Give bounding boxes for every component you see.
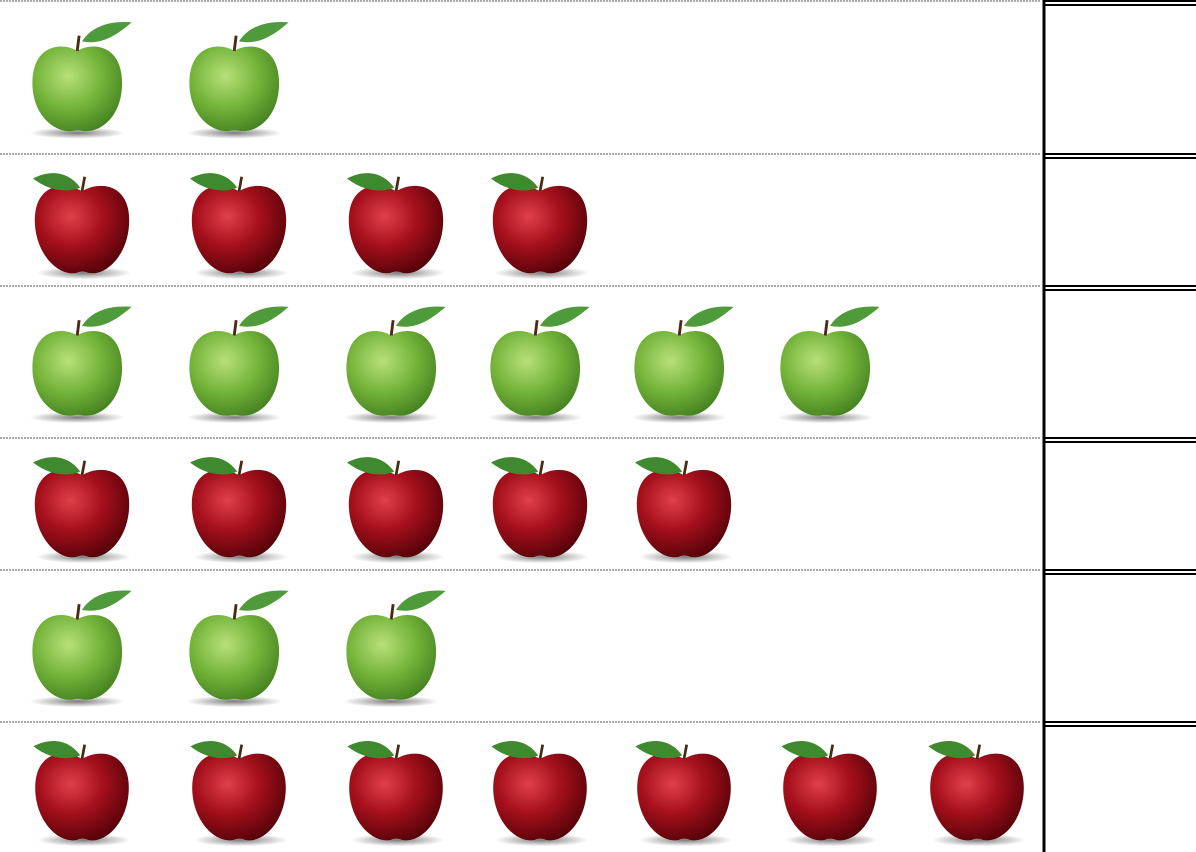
apple (30, 306, 132, 423)
apple (491, 741, 588, 846)
rows (0, 1, 1196, 846)
apple (635, 457, 733, 563)
apple (190, 173, 288, 279)
apple (635, 741, 732, 846)
apple (344, 590, 446, 707)
apple (344, 306, 446, 423)
apple (632, 306, 734, 423)
apple (488, 306, 590, 423)
apple (187, 306, 289, 423)
apple (347, 741, 444, 846)
apple (190, 457, 288, 563)
apple (928, 741, 1025, 846)
apple (491, 173, 589, 279)
apple (491, 457, 589, 563)
apple (778, 306, 880, 423)
apple (347, 173, 445, 279)
apple (781, 741, 878, 846)
worksheet (0, 0, 1196, 852)
apple (33, 173, 131, 279)
apple (30, 590, 132, 707)
apple (30, 22, 132, 139)
apple (190, 741, 287, 846)
apple (33, 457, 131, 563)
apple (187, 590, 289, 707)
apple (347, 457, 445, 563)
apple (187, 22, 289, 139)
apple (33, 741, 130, 846)
page: (() => { const data = JSON.parse(documen… (0, 0, 1196, 852)
